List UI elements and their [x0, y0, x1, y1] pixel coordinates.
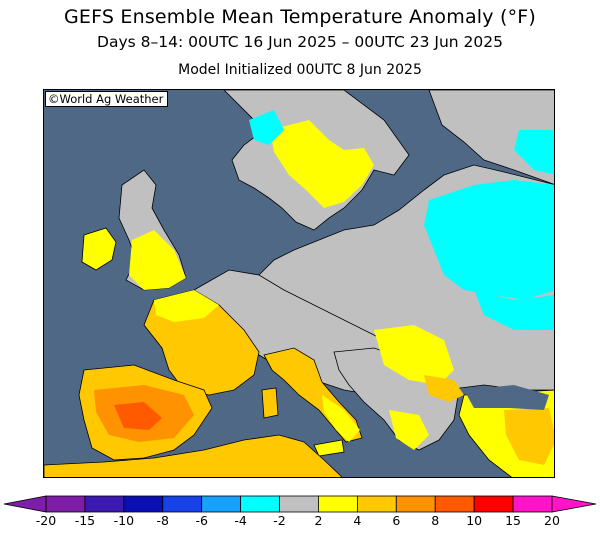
- anomaly-hotter-iberia: [114, 402, 162, 430]
- legend-tick-label: -4: [234, 513, 247, 528]
- legend-tick-label: -2: [273, 513, 286, 528]
- legend-swatch: [356, 495, 397, 513]
- legend-swatch: [434, 495, 475, 513]
- chart-subtitle: Days 8–14: 00UTC 16 Jun 2025 – 00UTC 23 …: [97, 33, 503, 51]
- anomaly-cool-finland: [514, 130, 554, 175]
- legend-tick-label: -20: [35, 513, 57, 528]
- anomaly-map: [43, 89, 555, 478]
- anomaly-yellow-italy-south: [322, 395, 360, 442]
- anomaly-warmer-balkans: [424, 375, 464, 402]
- anomaly-warm-greece: [389, 410, 429, 450]
- legend-right-arrow: [551, 495, 597, 513]
- anomaly-cool-east: [424, 180, 554, 300]
- legend-swatch: [473, 495, 514, 513]
- legend-tick-label: -6: [195, 513, 208, 528]
- legend-tick-label: -8: [156, 513, 169, 528]
- legend-tick-label: -15: [74, 513, 96, 528]
- legend-tick-label: 15: [505, 513, 522, 528]
- anomaly-warm-england: [129, 230, 186, 290]
- legend-tick-label: 20: [544, 513, 560, 528]
- color-legend: [3, 495, 597, 513]
- anomaly-warm-balkans: [374, 325, 454, 385]
- anomaly-cool-east2: [474, 290, 554, 330]
- legend-swatch: [201, 495, 242, 513]
- legend-tick-label: 10: [466, 513, 483, 528]
- legend-swatch: [84, 495, 125, 513]
- credit-label: ©World Ag Weather: [45, 91, 169, 107]
- anomaly-warmer-turkey: [504, 408, 554, 465]
- black-sea: [464, 385, 549, 410]
- chart-title: GEFS Ensemble Mean Temperature Anomaly (…: [63, 6, 537, 28]
- land-ireland: [81, 227, 117, 271]
- anomaly-warm-norway: [270, 120, 374, 208]
- legend-swatch: [123, 495, 164, 513]
- legend-tick-label: 4: [353, 513, 362, 528]
- land-finland: [428, 90, 554, 185]
- legend-swatch: [240, 495, 280, 513]
- legend-tick-label: 6: [392, 513, 401, 528]
- legend-tick-label: 2: [314, 513, 323, 528]
- legend-swatch: [162, 495, 203, 513]
- anomaly-yellow-france: [154, 290, 219, 322]
- legend-swatch: [512, 495, 553, 513]
- anomaly-cool-norway: [249, 110, 284, 145]
- land-sardinia: [261, 387, 279, 419]
- land-north-africa: [44, 434, 343, 477]
- model-init-label: Model Initialized 00UTC 8 Jun 2025: [178, 62, 422, 78]
- legend-swatch: [279, 495, 319, 513]
- legend-tick-label: 8: [431, 513, 440, 528]
- legend-left-arrow: [3, 495, 47, 513]
- legend-swatch: [318, 495, 358, 513]
- legend-swatch: [395, 495, 436, 513]
- legend-swatch: [45, 495, 86, 513]
- legend-tick-label: -10: [113, 513, 135, 528]
- land-sicily: [313, 439, 345, 457]
